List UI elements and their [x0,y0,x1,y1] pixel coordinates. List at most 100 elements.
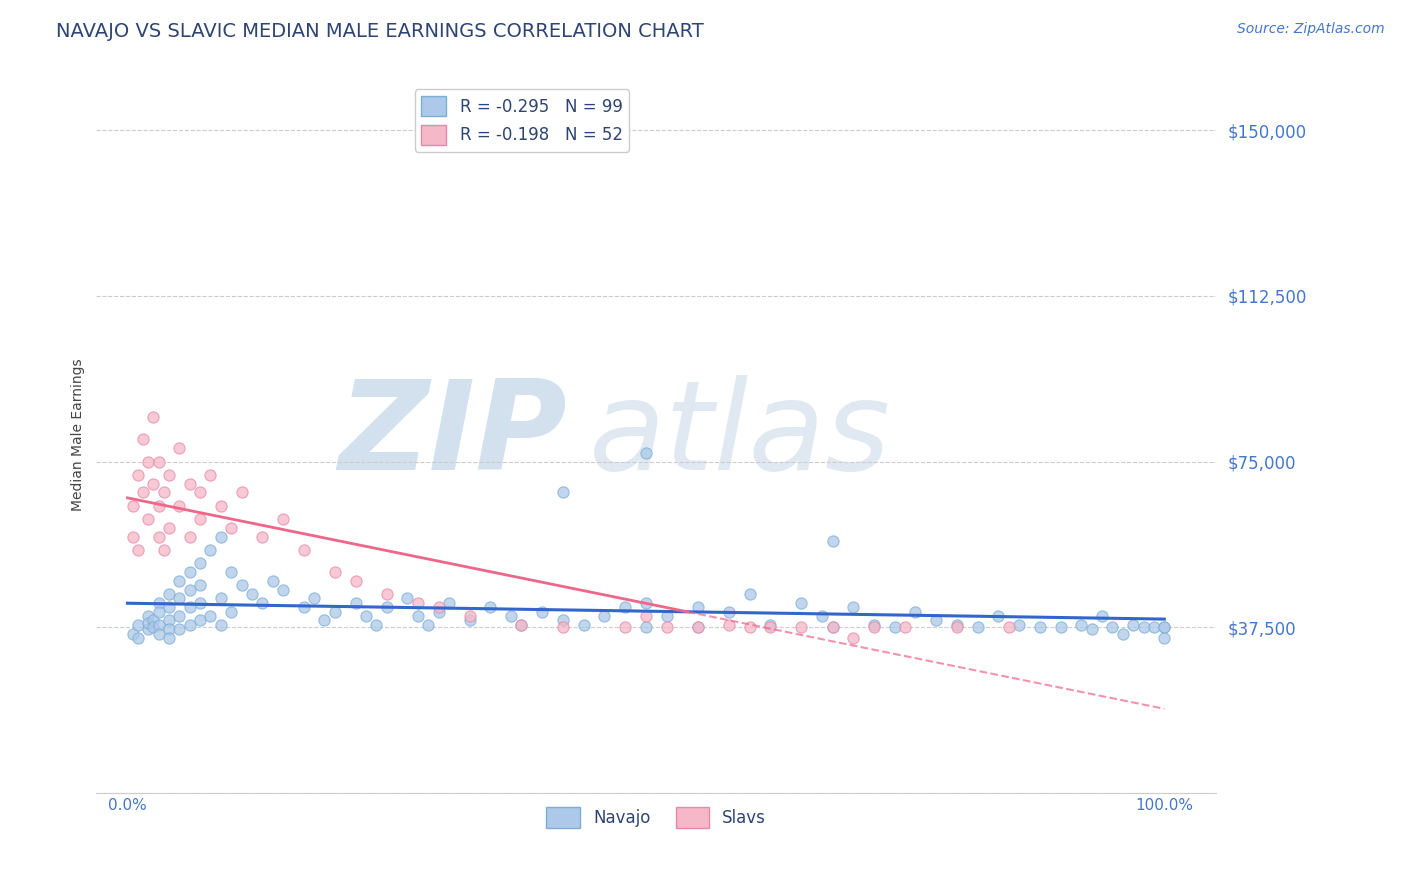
Point [437,596,460,610]
Point [271,582,294,597]
Point [292,542,315,557]
Text: ZIP: ZIP [337,375,567,496]
Point [686,620,709,634]
Point [790,620,813,634]
Point [292,600,315,615]
Point [169,622,191,636]
Point [634,609,657,624]
Point [479,600,502,615]
Point [157,521,180,535]
Point [551,485,574,500]
Point [127,467,149,482]
Y-axis label: Median Male Earnings: Median Male Earnings [72,359,86,511]
Point [262,574,284,588]
Point [614,620,637,634]
Point [634,596,657,610]
Point [121,530,143,544]
Point [219,521,242,535]
Point [634,620,657,634]
Point [738,587,761,601]
Point [148,596,170,610]
Point [790,596,813,610]
Point [127,542,149,557]
Point [169,442,191,456]
Point [148,626,170,640]
Point [188,578,211,592]
Point [863,618,886,632]
Point [302,591,325,606]
Point [231,485,253,500]
Point [148,618,170,632]
Point [418,618,440,632]
Point [759,618,782,632]
Point [209,591,232,606]
Point [169,574,191,588]
Point [821,620,844,634]
Point [458,614,481,628]
Point [152,542,174,557]
Point [551,620,574,634]
Point [458,609,481,624]
Point [821,534,844,549]
Point [200,467,222,482]
Point [1153,620,1175,634]
Text: Source: ZipAtlas.com: Source: ZipAtlas.com [1237,22,1385,37]
Point [966,620,988,634]
Point [738,620,761,634]
Point [894,620,917,634]
Point [179,565,201,579]
Point [366,618,388,632]
Point [531,605,554,619]
Point [655,609,678,624]
Point [188,485,211,500]
Point [1122,618,1144,632]
Point [510,618,533,632]
Point [200,542,222,557]
Point [148,454,170,468]
Point [152,485,174,500]
Point [946,620,969,634]
Point [987,609,1010,624]
Point [231,578,253,592]
Point [883,620,905,634]
Point [510,618,533,632]
Point [219,565,242,579]
Point [179,530,201,544]
Point [142,614,165,628]
Point [863,620,886,634]
Point [188,614,211,628]
Point [821,620,844,634]
Point [1049,620,1071,634]
Point [209,499,232,513]
Point [188,556,211,570]
Point [344,574,367,588]
Point [169,499,191,513]
Point [142,410,165,425]
Point [136,622,159,636]
Point [842,631,865,645]
Point [179,618,201,632]
Point [127,618,149,632]
Point [188,596,211,610]
Point [1008,618,1031,632]
Point [406,609,429,624]
Point [157,631,180,645]
Point [1153,620,1175,634]
Point [375,600,398,615]
Point [132,433,155,447]
Point [551,614,574,628]
Point [136,454,159,468]
Point [148,499,170,513]
Point [121,626,143,640]
Point [209,530,232,544]
Legend: Navajo, Slavs: Navajo, Slavs [540,801,773,834]
Point [427,600,450,615]
Text: atlas: atlas [589,375,891,496]
Point [157,600,180,615]
Point [188,512,211,526]
Point [614,600,637,615]
Point [759,620,782,634]
Point [925,614,948,628]
Point [997,620,1019,634]
Point [1029,620,1052,634]
